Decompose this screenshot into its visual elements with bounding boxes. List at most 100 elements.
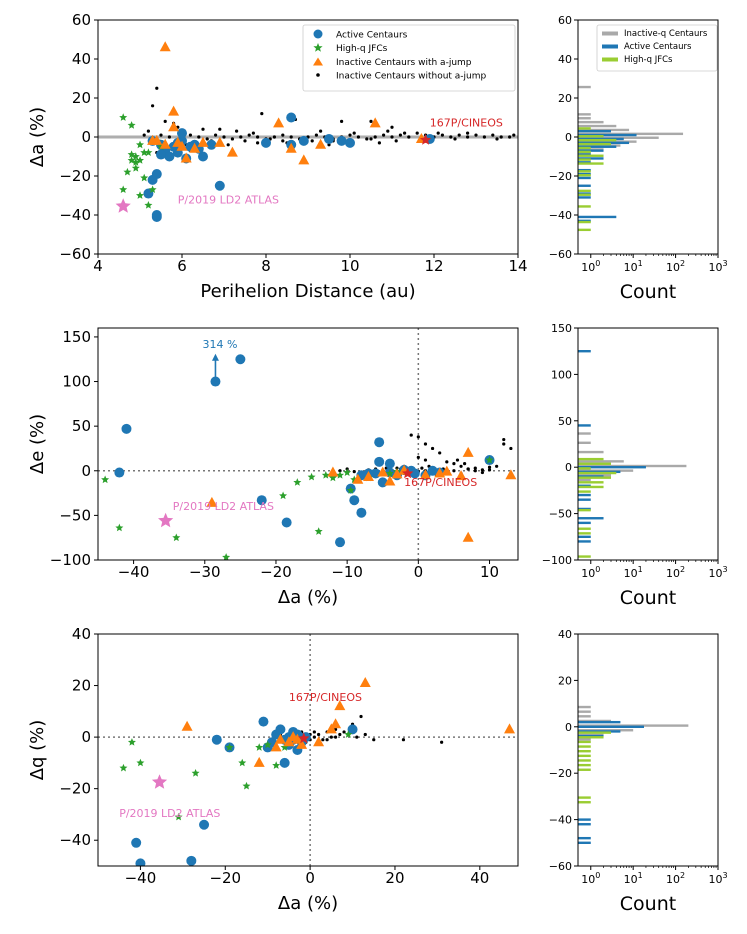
- hist-bar-inactive: [578, 441, 591, 444]
- point-inactive-no-jump: [281, 139, 285, 143]
- point-inactive-no-jump: [416, 455, 420, 459]
- point-high-q-jfc: [140, 148, 149, 156]
- hist-bar-active: [578, 219, 591, 223]
- x-tick-label: 101: [624, 565, 643, 580]
- x-tick-exponent: 3: [722, 259, 727, 268]
- point-inactive-no-jump: [226, 143, 230, 147]
- annotation-cineos: 167P/CINEOS: [430, 116, 503, 129]
- point-inactive-no-jump: [409, 433, 413, 437]
- x-tick-label: 102: [666, 871, 685, 886]
- point-inactive-no-jump: [466, 135, 470, 139]
- y-tick-label: 0: [565, 131, 572, 144]
- point-inactive-no-jump: [386, 129, 390, 133]
- x-tick-label: 101: [624, 259, 643, 274]
- x-tick-exponent: 3: [722, 871, 727, 880]
- x-tick-label: 20: [385, 869, 404, 887]
- point-inactive-no-jump: [243, 139, 247, 143]
- point-active-centaur: [156, 149, 166, 160]
- point-inactive-no-jump: [403, 131, 407, 135]
- x-tick-label: 102: [666, 259, 685, 274]
- point-inactive-no-jump: [205, 137, 209, 141]
- point-inactive-no-jump: [235, 129, 239, 133]
- point-inactive-with-jump: [327, 466, 339, 477]
- hist-bar-inactive: [578, 460, 624, 463]
- legend-active-marker: [313, 29, 323, 39]
- x-tick-label: 100: [581, 259, 600, 274]
- point-active-centaur: [374, 437, 385, 448]
- hist-bar-jfc: [578, 457, 604, 461]
- point-inactive-no-jump: [325, 738, 329, 742]
- point-active-centaur: [256, 495, 267, 506]
- axes-frame: [577, 633, 719, 867]
- hist-bar-active: [578, 841, 591, 844]
- x-tick-label: 103: [708, 259, 727, 274]
- point-inactive-no-jump: [163, 119, 167, 123]
- y-tick-label: −40: [59, 831, 91, 849]
- point-inactive-with-jump: [391, 468, 403, 479]
- hist-bar-inactive: [578, 120, 604, 124]
- hist-bar-active: [578, 215, 617, 219]
- point-inactive-no-jump: [373, 135, 377, 139]
- point-inactive-no-jump: [457, 133, 461, 137]
- y-tick-label: −40: [549, 209, 572, 222]
- y-tick-label: −40: [549, 814, 572, 827]
- hist-bar-active: [578, 836, 591, 840]
- x-tick-label: −40: [125, 869, 157, 887]
- legend-hist-frame: [596, 24, 718, 72]
- point-inactive-no-jump: [142, 133, 146, 137]
- point-active-centaur: [177, 128, 187, 139]
- panel-q-vs-a: 167P/CINEOS P/2019 LD2 ATLAS −40 −20 0 20 40 −4…: [27, 625, 519, 914]
- x-tick-exponent: 2: [680, 565, 685, 574]
- point-inactive-no-jump: [390, 125, 394, 129]
- hist-bar-active: [578, 424, 591, 427]
- x-tick-exponent: 1: [638, 259, 643, 268]
- y-tick-label: −20: [59, 780, 91, 798]
- point-inactive-with-jump: [283, 736, 295, 747]
- point-high-q-jfc: [272, 761, 281, 769]
- point-active-centaur: [121, 423, 132, 434]
- point-inactive-no-jump: [365, 137, 369, 141]
- point-inactive-no-jump: [260, 112, 264, 116]
- y-tick-label: 0: [565, 461, 572, 474]
- y-tick-label: −20: [549, 170, 572, 183]
- point-high-q-jfc: [255, 743, 264, 751]
- point-active-centaur: [211, 734, 222, 745]
- point-inactive-with-jump: [226, 146, 238, 157]
- point-inactive-no-jump: [369, 137, 373, 141]
- x-tick-exponent: 2: [680, 871, 685, 880]
- hist-bar-inactive: [578, 117, 591, 120]
- x-tick-exponent: 3: [722, 565, 727, 574]
- y-axis-label: Δe (%): [27, 414, 48, 474]
- point-inactive-no-jump: [491, 133, 495, 137]
- point-inactive-with-jump: [168, 105, 180, 116]
- point-inactive-with-jump: [253, 756, 265, 767]
- point-active-centaur: [164, 151, 175, 162]
- x-axis-label: Δa (%): [278, 587, 338, 608]
- point-inactive-no-jump: [480, 470, 485, 475]
- point-inactive-no-jump: [327, 143, 331, 147]
- hist-bar-active: [578, 475, 604, 478]
- point-inactive-no-jump: [495, 464, 499, 468]
- point-inactive-no-jump: [452, 462, 456, 466]
- x-tick-label: 10: [480, 563, 499, 581]
- point-inactive-with-jump: [352, 473, 364, 484]
- x-tick-exponent: 1: [638, 565, 643, 574]
- axes-frame: [97, 633, 519, 867]
- point-inactive-with-jump: [159, 138, 171, 149]
- point-inactive-with-jump: [296, 738, 308, 749]
- legend-jfc-label: High-q JFCs: [336, 44, 388, 54]
- legend-hist-jfc-swatch: [602, 57, 618, 62]
- point-inactive-no-jump: [415, 131, 419, 135]
- point-inactive-no-jump: [508, 135, 512, 139]
- hist-bar-jfc: [578, 527, 591, 530]
- hist-bar-active: [578, 184, 591, 187]
- point-high-q-jfc: [148, 185, 157, 194]
- annotation-cineos: 167P/CINEOS: [404, 476, 477, 489]
- point-cineos: [298, 732, 310, 744]
- point-inactive-with-jump: [181, 720, 193, 731]
- point-inactive-with-jump: [455, 470, 467, 481]
- legend-main: Active Centaurs High-q JFCs Inactive Cen…: [302, 24, 516, 92]
- point-inactive-no-jump: [394, 139, 398, 143]
- y-tick-label: −40: [59, 206, 91, 224]
